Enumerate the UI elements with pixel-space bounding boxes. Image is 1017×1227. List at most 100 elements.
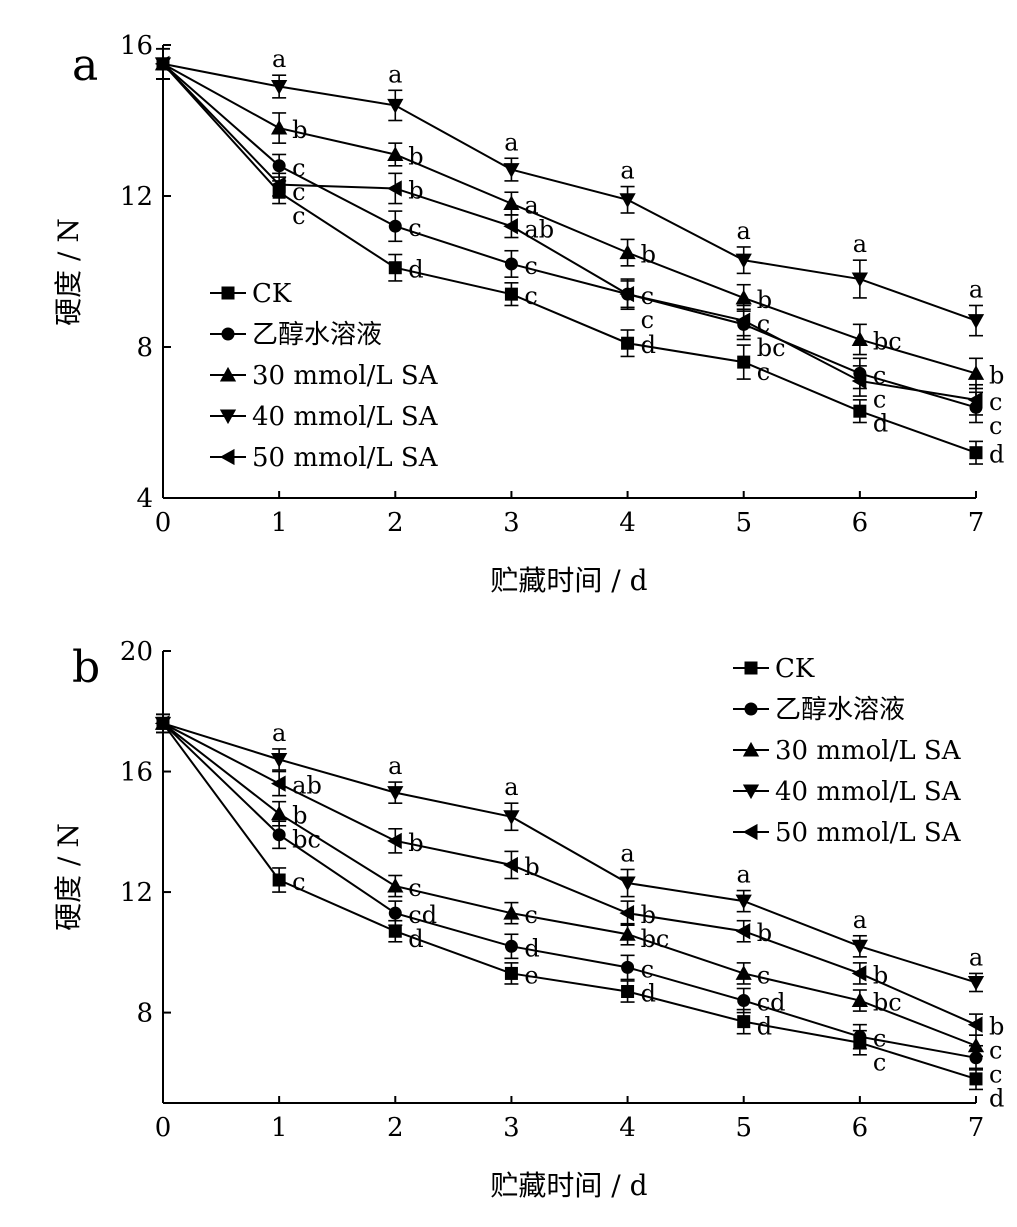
series-line <box>162 722 977 1080</box>
data-point <box>967 1037 985 1053</box>
legend: CK 乙醇水溶液 30 mmol/L SA 40 mmol/L SA 50 mmol/L… <box>210 279 439 473</box>
significance-label: d <box>757 1013 772 1041</box>
legend-label: 50 mmol/L SA <box>775 818 962 848</box>
data-point <box>619 193 636 208</box>
data-point <box>504 257 518 271</box>
significance-label: c <box>873 385 886 413</box>
series-5 <box>154 47 983 416</box>
significance-label: b <box>408 176 423 204</box>
significance-label: b <box>873 961 888 989</box>
data-point <box>271 176 286 193</box>
x-tick-label: 0 <box>155 1113 172 1143</box>
data-point <box>851 372 867 390</box>
legend-label: 30 mmol/L SA <box>775 736 962 766</box>
series-line <box>162 62 977 322</box>
data-point <box>387 98 404 114</box>
legend-marker <box>219 448 235 466</box>
significance-label: a <box>969 275 983 303</box>
data-point <box>503 163 520 178</box>
data-point <box>619 905 635 922</box>
data-point <box>735 289 752 305</box>
significance-label: c <box>641 306 654 334</box>
x-tick-label: 7 <box>968 508 985 538</box>
significance-label: b <box>641 241 656 269</box>
legend-label: 30 mmol/L SA <box>252 361 439 391</box>
data-point <box>154 55 170 72</box>
data-point <box>735 923 751 940</box>
significance-label: bc <box>292 826 321 854</box>
data-point <box>735 894 752 910</box>
significance-label: b <box>757 919 772 947</box>
data-point <box>503 218 518 235</box>
data-point <box>735 965 752 980</box>
significance-label: a <box>620 157 634 185</box>
significance-label: b <box>989 1013 1004 1041</box>
significance-label: a <box>504 773 518 801</box>
data-point <box>154 715 170 732</box>
significance-label: a <box>737 217 751 245</box>
significance-label: a <box>504 128 518 156</box>
data-point <box>271 119 288 135</box>
data-point <box>969 1072 983 1086</box>
series-line <box>162 722 977 1026</box>
x-tick-label: 2 <box>387 508 404 538</box>
legend-label: CK <box>252 279 292 309</box>
data-point <box>851 965 867 982</box>
x-tick-label: 4 <box>619 1113 636 1143</box>
y-tick-label: 20 <box>120 637 153 667</box>
x-tick-label: 0 <box>155 508 172 538</box>
significance-label: c <box>757 310 770 338</box>
significance-label: a <box>272 45 286 73</box>
significance-label: cd <box>757 989 786 1017</box>
significance-label: c <box>292 202 305 230</box>
legend-marker <box>744 661 758 675</box>
series-line <box>162 62 977 375</box>
significance-label: c <box>292 154 305 182</box>
significance-label: b <box>757 286 772 314</box>
x-tick-label: 5 <box>735 508 752 538</box>
significance-label: ab <box>292 772 322 800</box>
x-tick-label: 1 <box>271 508 288 538</box>
x-axis-title: 贮藏时间 / d <box>490 564 647 597</box>
significance-label: c <box>757 961 770 989</box>
legend-item: 50 mmol/L SA <box>210 443 439 473</box>
significance-label: c <box>873 1025 886 1053</box>
significance-label: a <box>524 192 538 220</box>
legend-item: CK <box>210 279 292 309</box>
legend-item: 30 mmol/L SA <box>733 736 962 766</box>
significance-label: a <box>620 839 634 867</box>
significance-label: d <box>408 925 423 953</box>
y-tick-label: 8 <box>136 333 153 363</box>
significance-label: a <box>272 719 286 747</box>
y-tick-label: 16 <box>120 758 153 788</box>
y-tick-label: 4 <box>136 484 153 514</box>
data-point <box>851 331 868 346</box>
significance-label: e <box>524 961 538 989</box>
significance-label: c <box>524 252 537 280</box>
x-tick-label: 3 <box>503 508 520 538</box>
significance-label: d <box>989 1085 1004 1113</box>
data-point <box>387 832 402 849</box>
significance-label: c <box>989 1037 1002 1065</box>
legend-marker <box>742 823 758 841</box>
x-tick-label: 1 <box>271 1113 288 1143</box>
y-axis-title: 硬度 / N <box>52 823 85 931</box>
significance-label: a <box>388 752 402 780</box>
legend-marker <box>219 409 237 425</box>
legend-item: 30 mmol/L SA <box>210 361 439 391</box>
data-point <box>967 365 985 380</box>
data-point <box>504 287 518 301</box>
x-tick-label: 6 <box>852 508 869 538</box>
significance-label: ab <box>524 216 554 244</box>
data-point <box>387 146 404 161</box>
y-tick-label: 12 <box>120 878 153 908</box>
significance-label: c <box>292 178 305 206</box>
data-point <box>387 877 404 893</box>
legend-item: 乙醇水溶液 <box>210 320 382 350</box>
significance-label: c <box>408 214 421 242</box>
legend-item: 40 mmol/L SA <box>210 402 439 432</box>
series-line <box>162 63 977 409</box>
significance-label: c <box>524 901 537 929</box>
